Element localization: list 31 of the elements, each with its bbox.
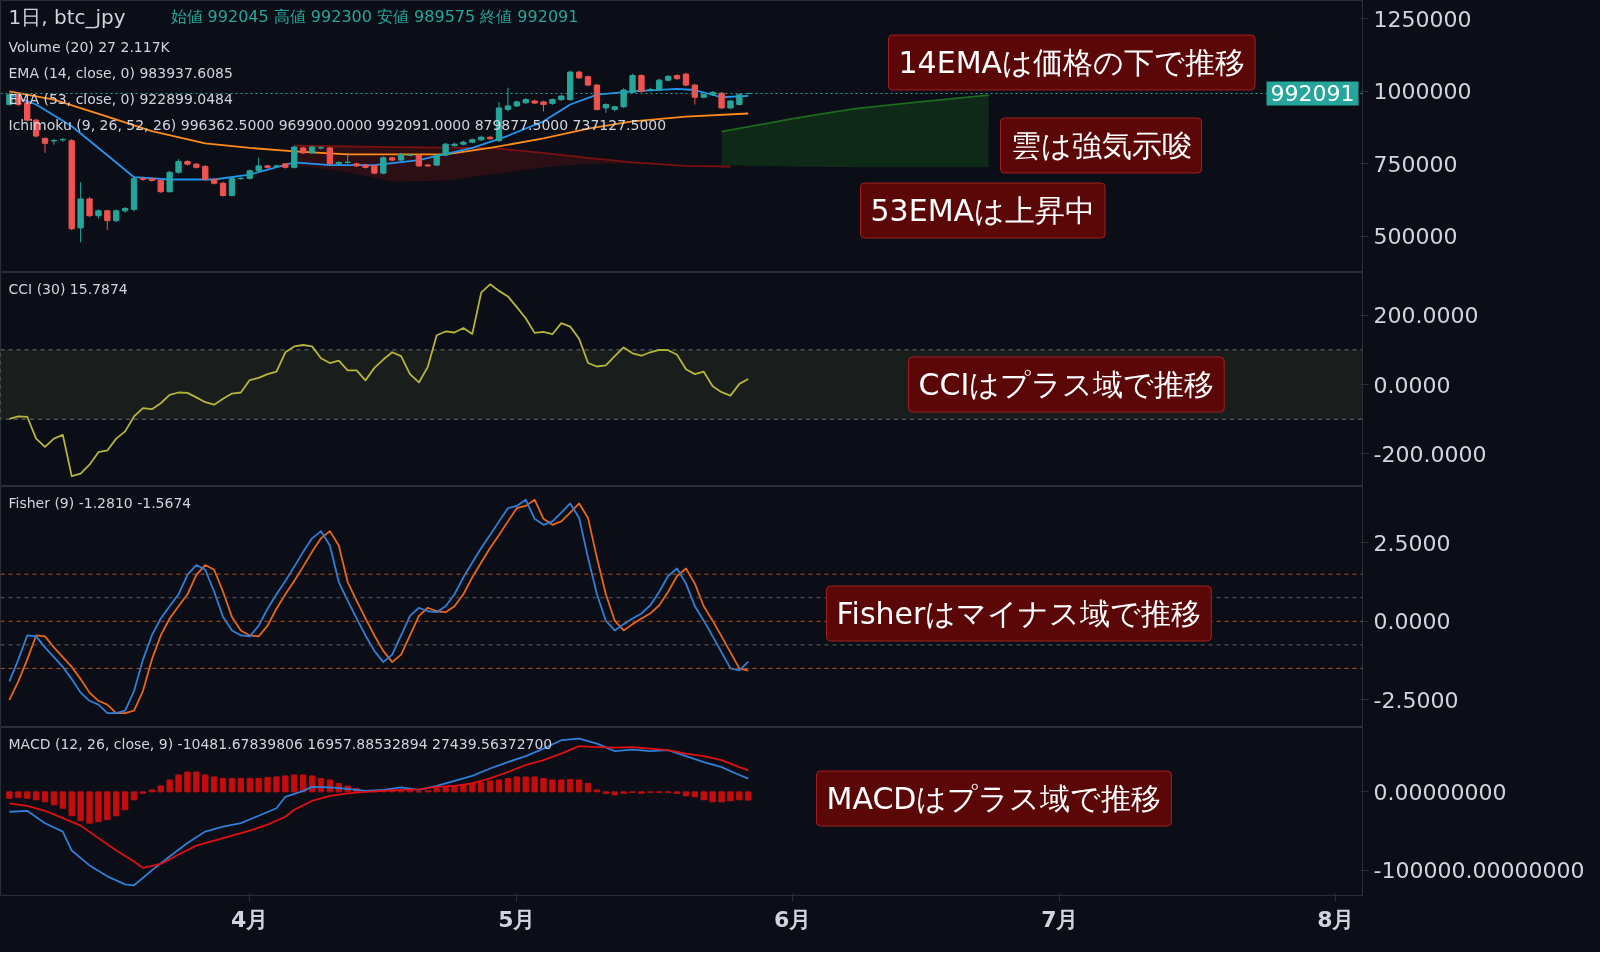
y-tick-label: -200.0000 <box>1373 441 1487 467</box>
annotation: CCIはプラス域で推移 <box>918 367 1215 402</box>
chart-title: 1日, btc_jpy <box>8 4 126 29</box>
y-tick-label: 750000 <box>1373 151 1458 177</box>
y-tick-label: 0.0000 <box>1373 372 1451 398</box>
annotation: CCI (30) 15.7874 <box>8 280 128 297</box>
annotation: Fisherはマイナス域で推移 <box>836 596 1202 631</box>
x-tick-label: 5月 <box>498 906 536 932</box>
annotation: Volume (20) 27 2.117K <box>8 38 171 55</box>
annotation: MACDはプラス域で推移 <box>826 781 1162 816</box>
y-tick-label: 200.0000 <box>1373 303 1479 329</box>
annotation: 雲は強気示唆 <box>1010 128 1192 163</box>
annotation: MACD (12, 26, close, 9) -10481.67839806 16957.88532894 27439.56372700 <box>8 735 553 752</box>
y-tick-label: 2.5000 <box>1373 530 1451 556</box>
y-tick-label: 0.00000000 <box>1373 779 1507 805</box>
chart-subtitle: 始値 992045 高値 992300 安値 989575 終値 992091 <box>170 6 579 26</box>
x-tick-label: 8月 <box>1317 906 1355 932</box>
ref-line-label: 992091 <box>1270 81 1355 107</box>
y-tick-label: 0.0000 <box>1373 609 1451 635</box>
x-tick-label: 4月 <box>231 906 269 932</box>
y-tick-label: -2.5000 <box>1373 687 1459 713</box>
y-tick-label: 500000 <box>1373 224 1458 249</box>
y-tick-label: 1250000 <box>1373 6 1472 32</box>
x-tick-label: 7月 <box>1041 906 1079 932</box>
annotation: 53EMAは上昇中 <box>870 193 1096 228</box>
y-tick-label: -100000.00000000 <box>1373 858 1585 884</box>
y-tick-label: 1000000 <box>1373 79 1472 105</box>
x-tick-label: 6月 <box>774 906 812 932</box>
annotation: 14EMAは価格の下で推移 <box>898 45 1246 80</box>
annotation: Fisher (9) -1.2810 -1.5674 <box>8 494 192 511</box>
annotation: EMA (14, close, 0) 983937.6085 <box>8 64 233 81</box>
